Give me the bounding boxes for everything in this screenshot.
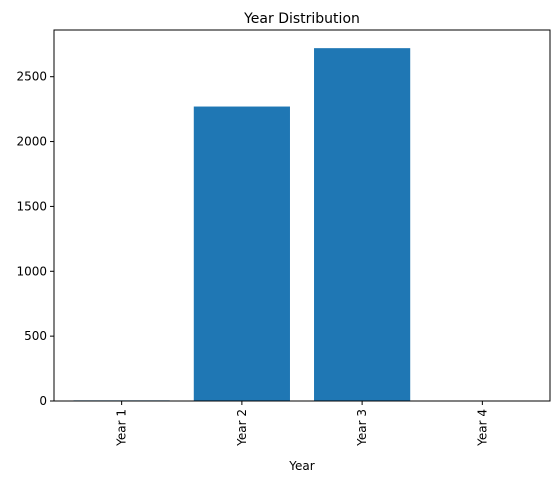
- bar-year-2: [193, 106, 290, 401]
- y-tick-label: 1500: [16, 199, 47, 213]
- y-tick-label: 500: [24, 329, 47, 343]
- x-tick-label: Year 4: [475, 409, 489, 447]
- x-axis-label: Year: [288, 459, 314, 473]
- bar-year-3: [314, 48, 411, 402]
- bars-group: [73, 48, 411, 402]
- chart-title: Year Distribution: [243, 11, 360, 27]
- plot-frame: [53, 29, 551, 402]
- x-axis: Year 1 Year 2 Year 3 Year 4: [115, 401, 489, 447]
- x-tick-label: Year 3: [355, 409, 369, 447]
- x-tick-label: Year 1: [115, 409, 129, 447]
- x-tick-label: Year 2: [235, 409, 249, 447]
- y-tick-label: 2000: [16, 135, 47, 149]
- y-tick-label: 1000: [16, 264, 47, 278]
- y-tick-label: 0: [39, 394, 47, 408]
- y-tick-label: 2500: [16, 70, 47, 84]
- y-axis: 0 500 1000 1500 2000 2500: [16, 70, 54, 408]
